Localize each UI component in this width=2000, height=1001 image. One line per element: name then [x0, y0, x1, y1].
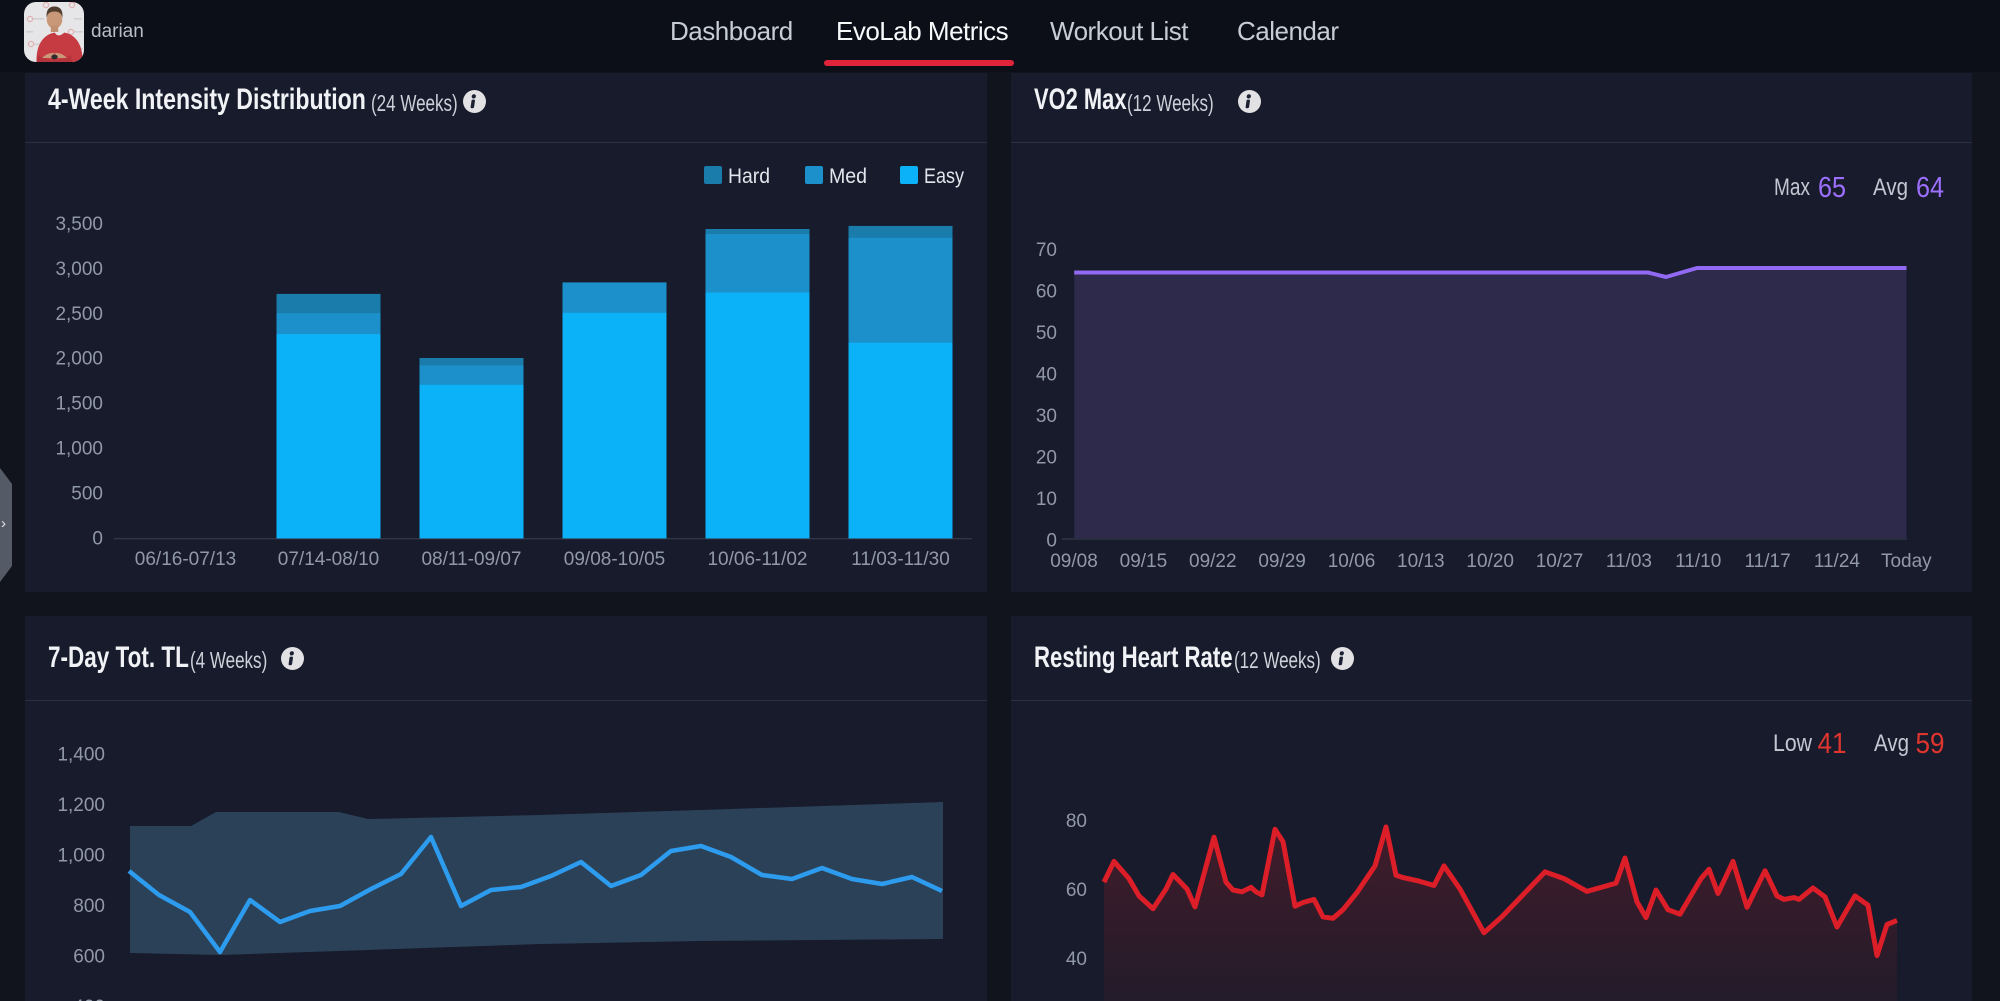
- svg-text:Easy: Easy: [924, 165, 964, 188]
- svg-text:10/13: 10/13: [1397, 551, 1445, 572]
- svg-text:09/08-10/05: 09/08-10/05: [564, 549, 665, 570]
- svg-text:09/22: 09/22: [1189, 551, 1237, 572]
- svg-text:09/08: 09/08: [1050, 551, 1098, 572]
- svg-text:500: 500: [71, 483, 103, 504]
- svg-text:10/06-11/02: 10/06-11/02: [707, 549, 807, 570]
- svg-text:08/11-09/07: 08/11-09/07: [421, 549, 521, 570]
- svg-text:70: 70: [1036, 240, 1057, 261]
- svg-text:40: 40: [1066, 949, 1087, 970]
- svg-text:1,400: 1,400: [57, 744, 105, 765]
- svg-text:Today: Today: [1881, 551, 1932, 572]
- svg-text:11/03: 11/03: [1606, 551, 1652, 572]
- svg-text:Med: Med: [829, 165, 867, 188]
- svg-text:2,000: 2,000: [55, 349, 103, 370]
- svg-text:11/17: 11/17: [1745, 551, 1791, 572]
- svg-text:60: 60: [1036, 282, 1057, 303]
- svg-text:20: 20: [1036, 448, 1057, 469]
- svg-text:2,500: 2,500: [55, 304, 103, 325]
- svg-text:0: 0: [1046, 531, 1057, 552]
- svg-text:Max: Max: [1774, 174, 1810, 201]
- svg-text:65: 65: [1818, 172, 1846, 204]
- svg-text:1,000: 1,000: [55, 439, 103, 460]
- svg-text:64: 64: [1916, 172, 1944, 204]
- svg-text:10/27: 10/27: [1536, 551, 1584, 572]
- svg-text:Avg: Avg: [1873, 174, 1908, 201]
- svg-text:3,000: 3,000: [55, 259, 103, 280]
- svg-text:600: 600: [73, 947, 105, 968]
- svg-text:11/03-11/30: 11/03-11/30: [851, 549, 950, 570]
- svg-text:50: 50: [1036, 323, 1057, 344]
- svg-text:1,200: 1,200: [57, 795, 105, 816]
- svg-text:Hard: Hard: [728, 165, 770, 188]
- svg-text:800: 800: [73, 896, 105, 917]
- svg-text:3,500: 3,500: [55, 214, 103, 235]
- svg-text:60: 60: [1066, 880, 1087, 901]
- svg-text:80: 80: [1066, 811, 1087, 832]
- svg-text:11/24: 11/24: [1814, 551, 1861, 572]
- svg-text:11/10: 11/10: [1675, 551, 1721, 572]
- svg-text:Low: Low: [1773, 730, 1813, 757]
- svg-text:40: 40: [1036, 365, 1057, 386]
- svg-text:06/16-07/13: 06/16-07/13: [135, 549, 236, 570]
- svg-text:1,000: 1,000: [57, 846, 105, 867]
- svg-text:10/20: 10/20: [1466, 551, 1514, 572]
- svg-text:59: 59: [1916, 728, 1945, 760]
- svg-text:10/06: 10/06: [1328, 551, 1376, 572]
- svg-text:41: 41: [1818, 728, 1847, 760]
- svg-text:Avg: Avg: [1874, 730, 1909, 757]
- svg-text:09/15: 09/15: [1120, 551, 1168, 572]
- svg-text:10: 10: [1036, 489, 1057, 510]
- svg-text:0: 0: [92, 528, 103, 549]
- svg-text:09/29: 09/29: [1258, 551, 1306, 572]
- svg-text:1,500: 1,500: [55, 394, 103, 415]
- svg-text:400: 400: [73, 997, 105, 1001]
- svg-text:30: 30: [1036, 406, 1057, 427]
- svg-text:07/14-08/10: 07/14-08/10: [278, 549, 379, 570]
